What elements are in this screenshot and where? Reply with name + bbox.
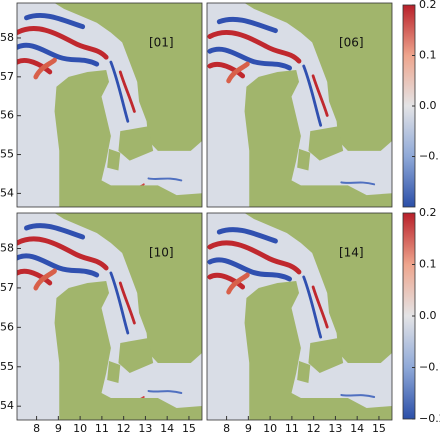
x-tick-label: 15	[372, 422, 386, 432]
panel-frame	[16, 212, 203, 421]
panel-frame	[206, 2, 393, 208]
panel-label: [01]	[149, 36, 174, 50]
map-panel: [01] 54 55 56 57 58	[0, 2, 203, 208]
colorbar-tick-label: 0.2	[419, 206, 437, 219]
colorbar-tick-label: 0.1	[419, 49, 437, 62]
y-tick-label: 56	[0, 320, 14, 333]
map-panel: [10] 54 55 56 57 58 8 9 10 11 12 13 14 15	[0, 212, 203, 432]
x-tick-label: 15	[182, 422, 196, 432]
x-tick-label: 9	[245, 422, 252, 432]
colorbar-tick-label: −0.1	[419, 361, 440, 374]
map-panel: [06]	[206, 2, 393, 208]
y-tick-label: 58	[0, 241, 14, 254]
y-tick-label: 54	[0, 399, 14, 412]
x-tick-label: 12	[307, 422, 321, 432]
x-tick-label: 14	[160, 422, 174, 432]
x-tick-label: 10	[73, 422, 87, 432]
x-tick-label: 13	[328, 422, 342, 432]
colorbar: 0.2 0.1 0.0 −0.1	[402, 0, 440, 208]
y-tick-label: 55	[0, 148, 14, 161]
x-tick-label: 8	[223, 422, 230, 432]
map-field	[207, 3, 392, 207]
x-tick-label: 8	[33, 422, 40, 432]
map-field	[17, 3, 202, 207]
panel-label: [10]	[149, 246, 174, 260]
colorbar-tick-label: 0.2	[419, 0, 437, 11]
colorbar-tick-label: 0.0	[419, 309, 437, 322]
map-field	[17, 213, 202, 420]
colorbar-tick-label: −0.1	[419, 150, 440, 163]
x-tick-label: 12	[117, 422, 131, 432]
x-tick-label: 11	[285, 422, 299, 432]
y-tick-label: 55	[0, 360, 14, 373]
panel-label: [14]	[339, 246, 364, 260]
map-panel: [14] 8 9 10 11 12 13 14 15	[206, 212, 393, 432]
x-tick-label: 10	[263, 422, 277, 432]
y-tick-label: 57	[0, 281, 14, 294]
panel-label: [06]	[339, 36, 364, 50]
panel-frame	[16, 2, 203, 208]
x-tick-label: 9	[55, 422, 62, 432]
y-tick-label: 54	[0, 186, 14, 199]
y-tick-label: 56	[0, 109, 14, 122]
colorbar-tick-label: 0.0	[419, 99, 437, 112]
y-tick-label: 58	[0, 31, 14, 44]
y-tick-label: 57	[0, 70, 14, 83]
x-tick-label: 11	[95, 422, 109, 432]
colorbar-tick-label: 0.1	[419, 258, 437, 271]
panel-frame	[206, 212, 393, 421]
x-tick-label: 13	[138, 422, 152, 432]
colorbar: 0.2 0.1 0.0 −0.1 −0.2	[402, 206, 440, 425]
colorbar-tick-label: −0.2	[419, 412, 440, 425]
x-tick-label: 14	[350, 422, 364, 432]
map-field	[207, 213, 392, 420]
